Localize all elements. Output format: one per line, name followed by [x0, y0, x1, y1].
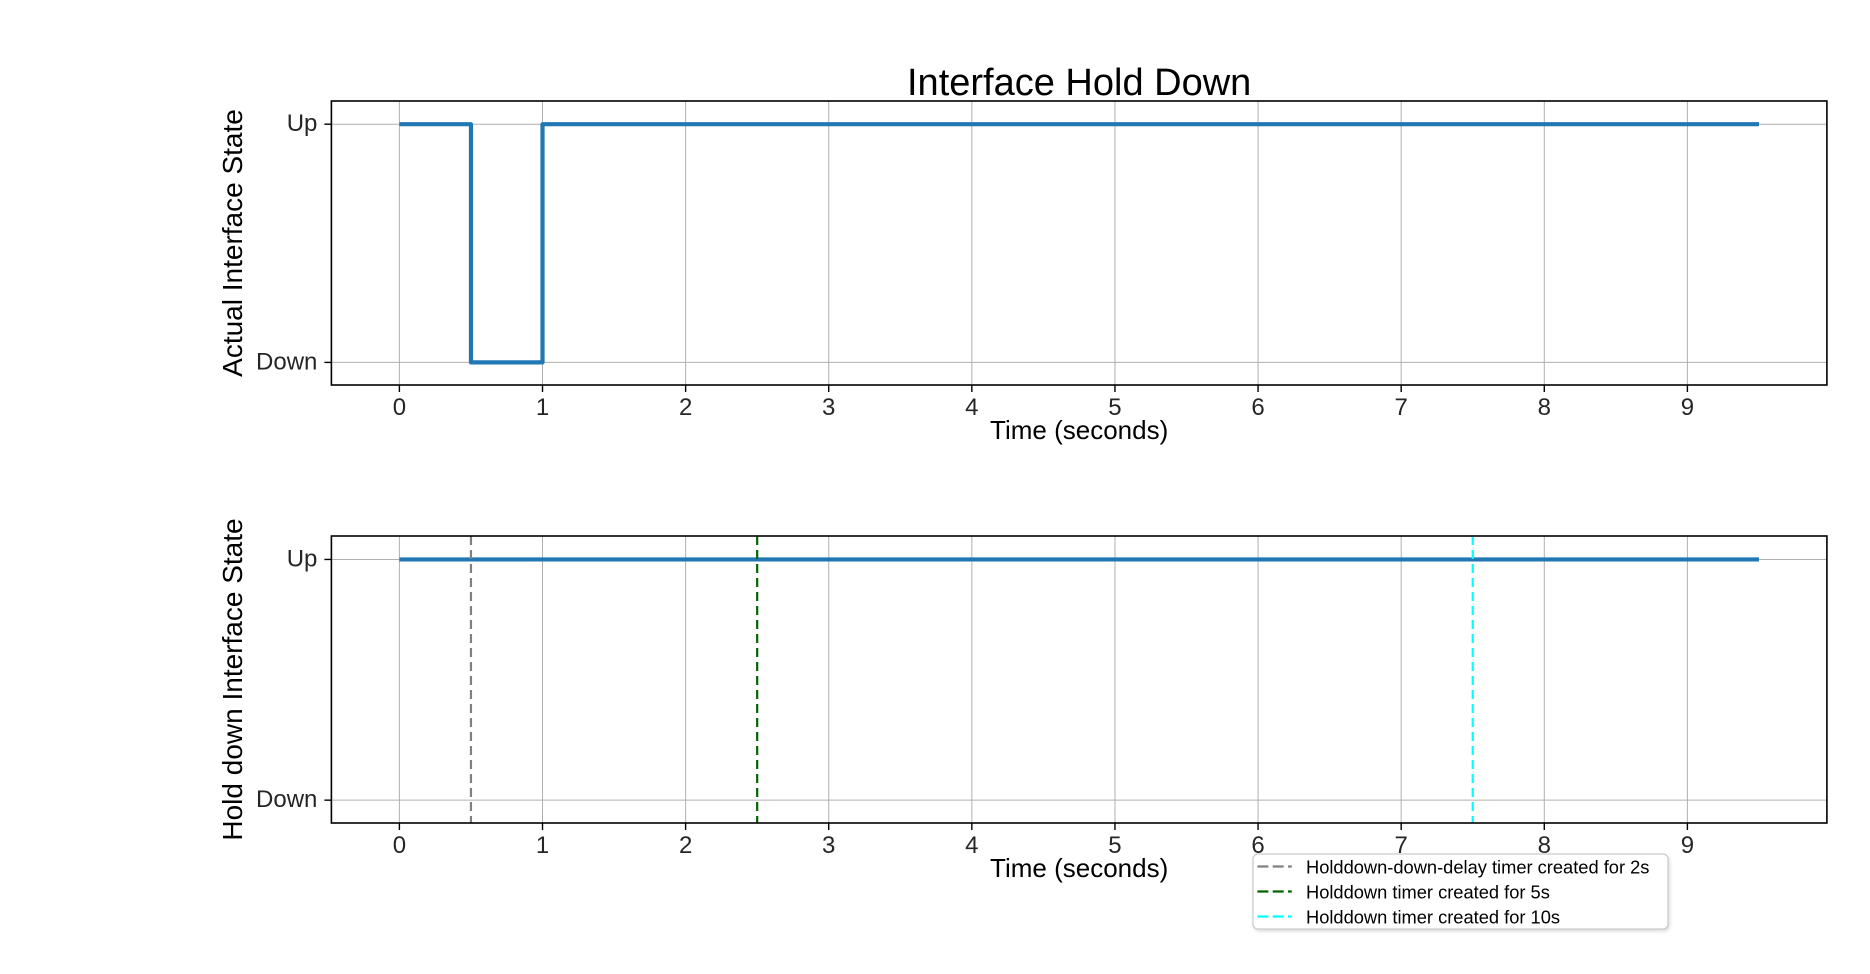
- svg-text:9: 9: [1681, 832, 1694, 859]
- svg-text:2: 2: [679, 832, 692, 859]
- svg-text:Holddown timer created for 10s: Holddown timer created for 10s: [1306, 907, 1560, 928]
- svg-text:Up: Up: [287, 110, 318, 137]
- svg-text:Time (seconds): Time (seconds): [990, 853, 1168, 883]
- svg-text:Down: Down: [256, 348, 317, 375]
- svg-text:Holddown-down-delay timer crea: Holddown-down-delay timer created for 2s: [1306, 857, 1649, 878]
- svg-text:Holddown timer created for 5s: Holddown timer created for 5s: [1306, 882, 1550, 903]
- svg-text:Up: Up: [287, 545, 318, 572]
- svg-text:Hold down Interface State: Hold down Interface State: [217, 518, 248, 840]
- svg-text:Interface Hold Down: Interface Hold Down: [907, 62, 1251, 104]
- svg-text:3: 3: [822, 394, 835, 421]
- svg-text:0: 0: [393, 394, 406, 421]
- svg-text:0: 0: [393, 832, 406, 859]
- svg-text:2: 2: [679, 394, 692, 421]
- svg-text:7: 7: [1395, 394, 1408, 421]
- svg-text:4: 4: [965, 394, 978, 421]
- svg-text:Actual Interface State: Actual Interface State: [217, 109, 248, 377]
- svg-text:8: 8: [1538, 394, 1551, 421]
- svg-text:6: 6: [1251, 394, 1264, 421]
- svg-text:1: 1: [536, 832, 549, 859]
- svg-text:9: 9: [1681, 394, 1694, 421]
- svg-text:Down: Down: [256, 786, 317, 813]
- svg-text:Time (seconds): Time (seconds): [990, 415, 1168, 445]
- svg-text:3: 3: [822, 832, 835, 859]
- svg-text:4: 4: [965, 832, 978, 859]
- svg-text:1: 1: [536, 394, 549, 421]
